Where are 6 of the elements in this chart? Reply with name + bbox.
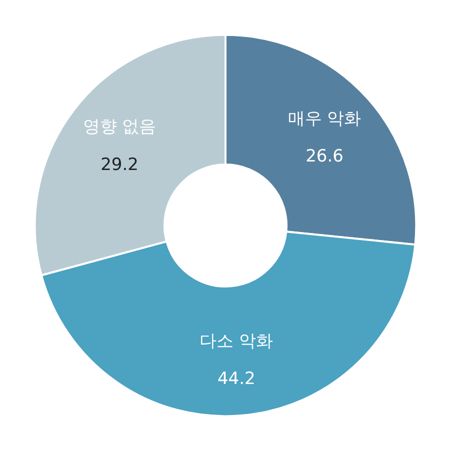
slice-label: 영향 없음 bbox=[82, 117, 156, 138]
data-label: 44.2 bbox=[217, 369, 256, 390]
data-label: 29.2 bbox=[100, 154, 138, 175]
slice-label: 매우 악화 bbox=[288, 108, 362, 129]
slice-label: 다소 악화 bbox=[200, 331, 274, 352]
data-label: 26.6 bbox=[306, 146, 344, 167]
